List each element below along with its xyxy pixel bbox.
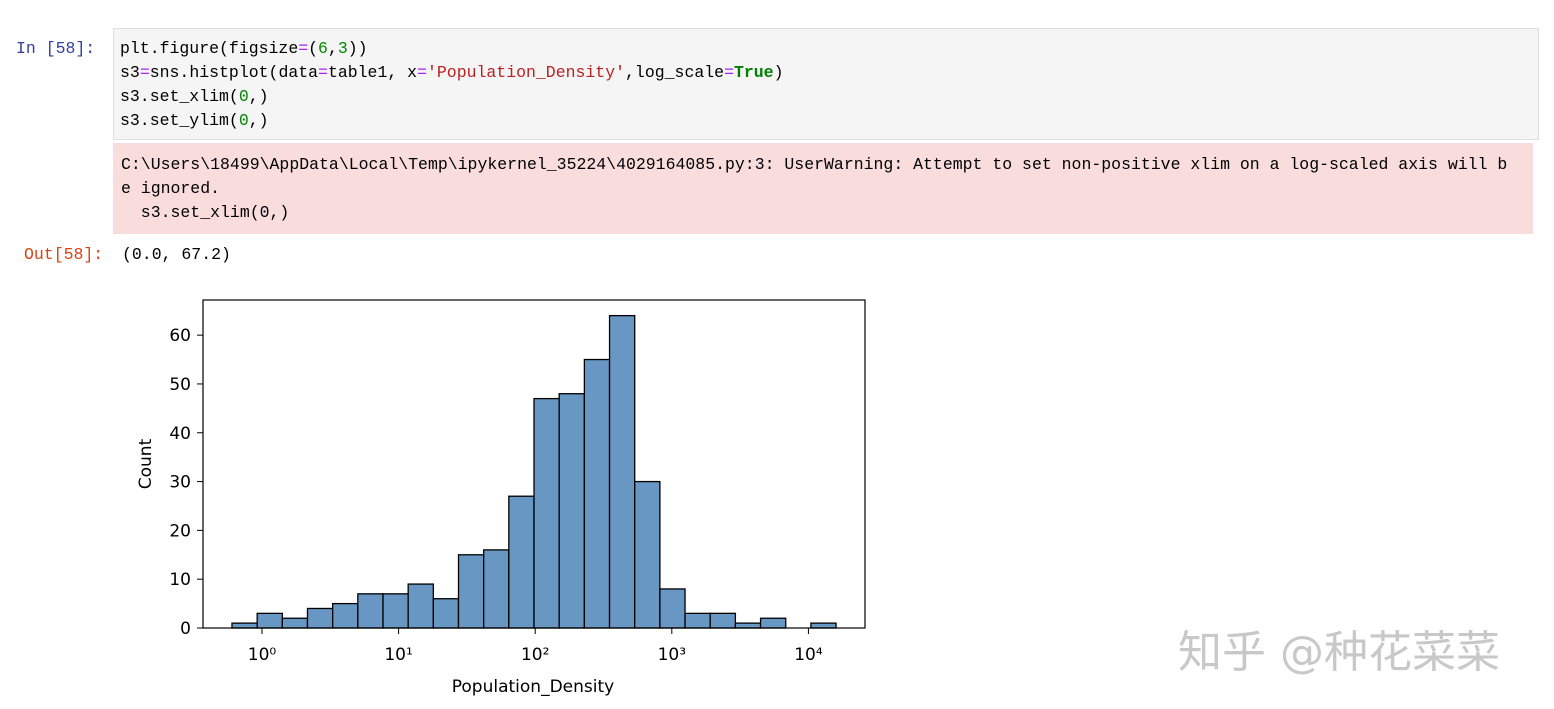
code-token: s3.set_xlim( [120, 87, 239, 106]
bar [810, 622, 837, 629]
code-token: ,) [248, 111, 269, 130]
bar [281, 617, 309, 629]
x-tick-label: 10⁰ [248, 645, 277, 665]
output-prompt: Out[58]: [24, 245, 104, 264]
bar [709, 612, 737, 629]
stderr-text: C:\Users\18499\AppData\Local\Temp\ipyker… [121, 153, 1507, 225]
bar [332, 602, 359, 629]
bar [634, 480, 661, 629]
code-token: , [327, 39, 338, 58]
bar [558, 393, 586, 629]
bar [734, 622, 762, 629]
x-tick-label: 10¹ [384, 645, 412, 665]
code-token: ( [308, 39, 319, 58]
y-tick-label: 40 [169, 424, 191, 444]
bar [457, 554, 485, 629]
x-tick-label: 10³ [658, 645, 686, 665]
bar [256, 612, 283, 629]
code-line: s3.set_xlim(0,) [120, 85, 783, 109]
bar [608, 314, 636, 629]
stderr-line: e ignored. [121, 179, 221, 198]
code-token: 3 [337, 39, 348, 58]
code-token: 0 [238, 87, 249, 106]
bar [483, 549, 510, 629]
code: plt.figure(figsize=(6,3)) s3=sns.histplot… [120, 37, 783, 133]
code-token: = [724, 63, 734, 82]
code-token: sns.histplot(data [149, 63, 319, 82]
bar [759, 617, 787, 629]
bar [659, 588, 686, 629]
code-token: ) [773, 63, 784, 82]
code-token: s3 [120, 63, 140, 82]
output-text: (0.0, 67.2) [122, 245, 231, 264]
y-tick-label: 60 [169, 326, 191, 346]
y-tick-label: 0 [180, 619, 191, 639]
code-line: s3.set_ylim(0,) [120, 109, 783, 133]
stderr-line: C:\Users\18499\AppData\Local\Temp\ipyker… [121, 155, 1508, 174]
code-token: = [139, 63, 150, 82]
code-cell[interactable]: plt.figure(figsize=(6,3)) s3=sns.histplot… [113, 28, 1539, 140]
y-tick-label: 30 [169, 473, 191, 493]
code-token: 6 [318, 39, 328, 58]
bar [432, 598, 460, 629]
code-token: )) [347, 39, 368, 58]
code-token: s3.set_ylim( [120, 111, 239, 130]
chart: 0 10 20 30 40 50 60 10⁰ 10¹ 10² 10³ 10⁴ Population_D… [136, 299, 866, 697]
code-token: 'Population_Density' [426, 63, 626, 82]
watermark: 知乎 @种花菜菜 [1178, 627, 1500, 678]
x-axis-label: Population_Density [452, 677, 614, 697]
code-token: ,) [248, 87, 269, 106]
code-token: ,log_scale [625, 63, 725, 82]
code-line: s3=sns.histplot(data=table1, x='Populati… [120, 61, 783, 85]
code-token: True [733, 63, 774, 82]
code-token: plt.figure(figsize [120, 39, 299, 58]
x-tick-label: 10² [521, 645, 549, 665]
code-token: = [298, 39, 309, 58]
code-token: = [417, 63, 427, 82]
bar [533, 397, 560, 629]
y-tick-label: 20 [169, 521, 191, 541]
bar [508, 495, 535, 629]
bar [231, 622, 258, 629]
input-prompt: In [58]: [16, 39, 96, 58]
y-axis-label: Count [136, 438, 156, 489]
bar [357, 593, 384, 629]
code-token: table1, x [327, 63, 418, 82]
bar [583, 358, 611, 629]
code-token: = [318, 63, 328, 82]
bar [407, 583, 434, 629]
y-tick-label: 10 [169, 570, 191, 590]
code-token: 0 [238, 111, 249, 130]
stderr-output: C:\Users\18499\AppData\Local\Temp\ipyker… [113, 143, 1533, 234]
stderr-line: s3.set_xlim(0,) [121, 203, 290, 222]
y-tick-label: 50 [169, 375, 191, 395]
bar [306, 607, 334, 629]
axes-frame [202, 299, 866, 629]
code-line: plt.figure(figsize=(6,3)) [120, 37, 783, 61]
x-tick-label: 10⁴ [794, 645, 823, 665]
bar [684, 612, 711, 629]
bar [382, 593, 409, 629]
